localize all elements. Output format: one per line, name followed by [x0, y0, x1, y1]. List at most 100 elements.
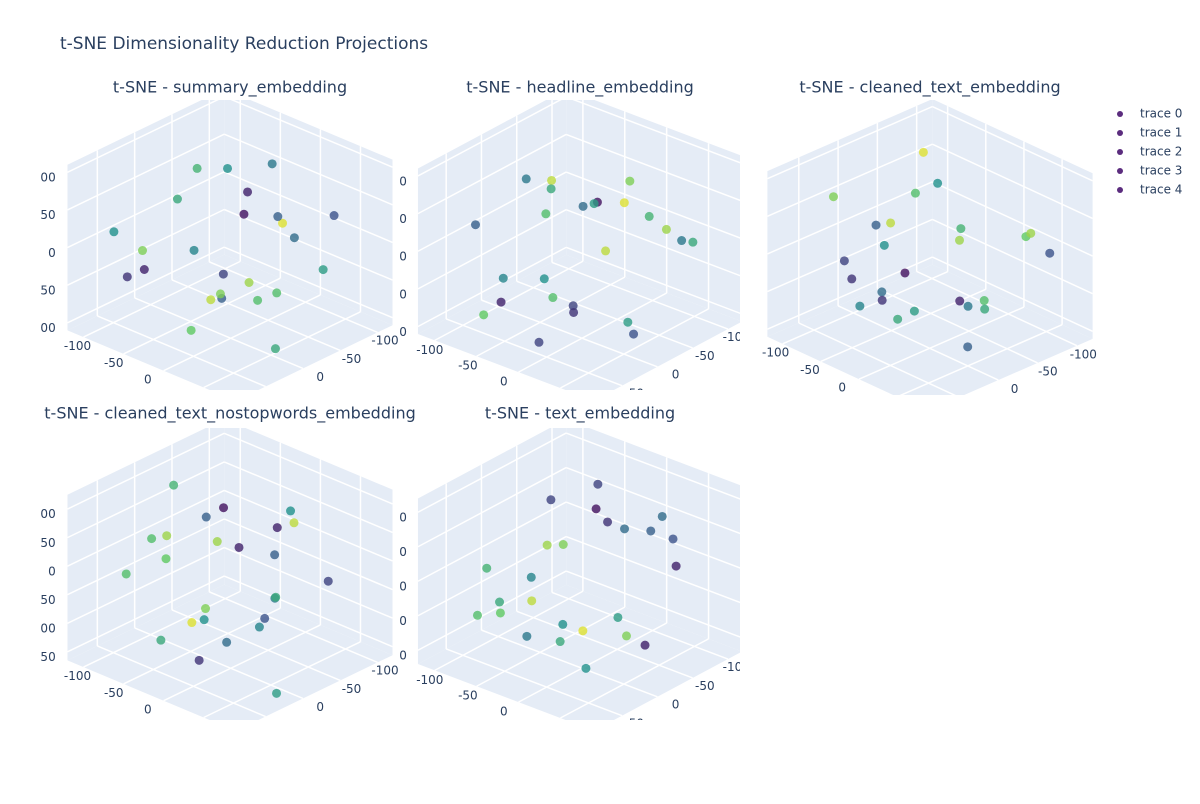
z-grid-line — [565, 570, 740, 638]
z-grid-line — [417, 432, 567, 513]
y-grid-line — [877, 287, 1038, 364]
x-axis-title: t-SNE Component 1 — [41, 731, 179, 747]
z-grid-line — [417, 100, 562, 177]
z-grid-line — [223, 171, 393, 244]
point — [201, 512, 211, 522]
y-tick-label: 50 — [271, 718, 286, 732]
point — [546, 495, 556, 505]
point — [581, 663, 591, 673]
z-grid-line — [565, 171, 740, 239]
y-axis-title: t-SNE Component 2 — [985, 410, 1123, 426]
point — [603, 517, 613, 527]
y-tick-label: -100 — [371, 334, 398, 348]
point — [956, 224, 966, 234]
y-grid-line — [171, 279, 341, 352]
x-tick-label: -100 — [64, 339, 91, 353]
legend-marker — [1117, 130, 1123, 136]
point — [980, 304, 990, 314]
point — [526, 572, 536, 582]
point — [254, 622, 264, 632]
point — [558, 619, 568, 629]
z-grid-line — [417, 209, 567, 290]
point — [527, 596, 537, 606]
y-grid-line — [445, 648, 623, 717]
z-grid-line — [417, 246, 567, 328]
x-grid-line — [560, 308, 709, 389]
z-grid-line — [932, 105, 1093, 182]
x-axis-title: t-SNE Component 1 — [399, 734, 537, 750]
floor — [767, 264, 1093, 395]
z-tick-label: -100 — [28, 621, 55, 635]
point — [601, 246, 611, 256]
x-tick-label: 50 — [184, 719, 199, 733]
subplot-title: t-SNE - summary_embedding — [113, 78, 347, 98]
y-grid-line — [551, 591, 729, 660]
y-grid-line — [97, 315, 266, 388]
point — [613, 612, 623, 622]
subplot: t-SNE - headline_embedding -100 -50 0 50 -100… — [384, 78, 740, 400]
point — [187, 618, 197, 628]
z-tick-label: 50 — [40, 536, 55, 550]
point — [1045, 248, 1055, 258]
y-tick-label: 0 — [316, 700, 324, 714]
point — [329, 211, 339, 221]
point — [933, 178, 943, 188]
point — [979, 296, 989, 306]
point — [472, 610, 482, 620]
z-tick-label: 50 — [392, 212, 407, 226]
point — [547, 175, 557, 185]
point — [172, 194, 182, 204]
point — [272, 523, 282, 533]
z-grid-line — [565, 246, 740, 315]
point — [619, 198, 629, 208]
point — [877, 287, 887, 297]
x-grid-line — [476, 276, 626, 357]
point — [496, 297, 506, 307]
z-tick-label: 100 — [384, 174, 407, 188]
point — [879, 240, 889, 250]
y-tick-label: -50 — [695, 349, 715, 363]
z-tick-label: -50 — [36, 283, 56, 297]
z-grid-line — [67, 246, 225, 324]
z-tick-label: 100 — [33, 507, 56, 521]
back-wall — [224, 100, 393, 326]
subplot-title: t-SNE - headline_embedding — [466, 78, 694, 98]
z-tick-label: 100 — [384, 511, 407, 525]
z-grid-line — [417, 133, 567, 215]
legend-marker — [1117, 111, 1123, 117]
x-tick-label: 0 — [500, 375, 508, 389]
point — [244, 278, 254, 288]
x-axis-title: t-SNE Component 1 — [733, 409, 871, 425]
point — [273, 212, 283, 222]
z-grid-line — [223, 546, 393, 619]
x-grid-line — [782, 271, 948, 345]
y-tick-label: 50 — [629, 386, 644, 400]
y-tick-label: -100 — [1070, 348, 1097, 362]
point — [139, 265, 149, 275]
x-tick-label: -100 — [416, 673, 443, 687]
point — [267, 159, 277, 169]
point — [239, 209, 249, 219]
point — [620, 524, 630, 534]
subplot-title: t-SNE - text_embedding — [485, 404, 675, 424]
legend-marker — [1117, 149, 1123, 155]
x-grid-line — [123, 277, 281, 355]
side-wall — [417, 100, 567, 335]
point — [877, 295, 887, 305]
point — [646, 526, 656, 536]
y-tick-label: 50 — [271, 388, 286, 402]
point — [918, 147, 928, 157]
y-grid-line — [516, 280, 693, 349]
z-grid-line — [417, 501, 567, 582]
z-grid-line — [767, 105, 933, 180]
point — [569, 307, 579, 317]
back-wall — [224, 428, 393, 656]
point — [910, 188, 920, 198]
point — [909, 306, 919, 316]
subplot: t-SNE - text_embedding -100 -50 0 50 -100 -50 0… — [384, 404, 740, 750]
point — [521, 174, 531, 184]
point — [539, 274, 549, 284]
